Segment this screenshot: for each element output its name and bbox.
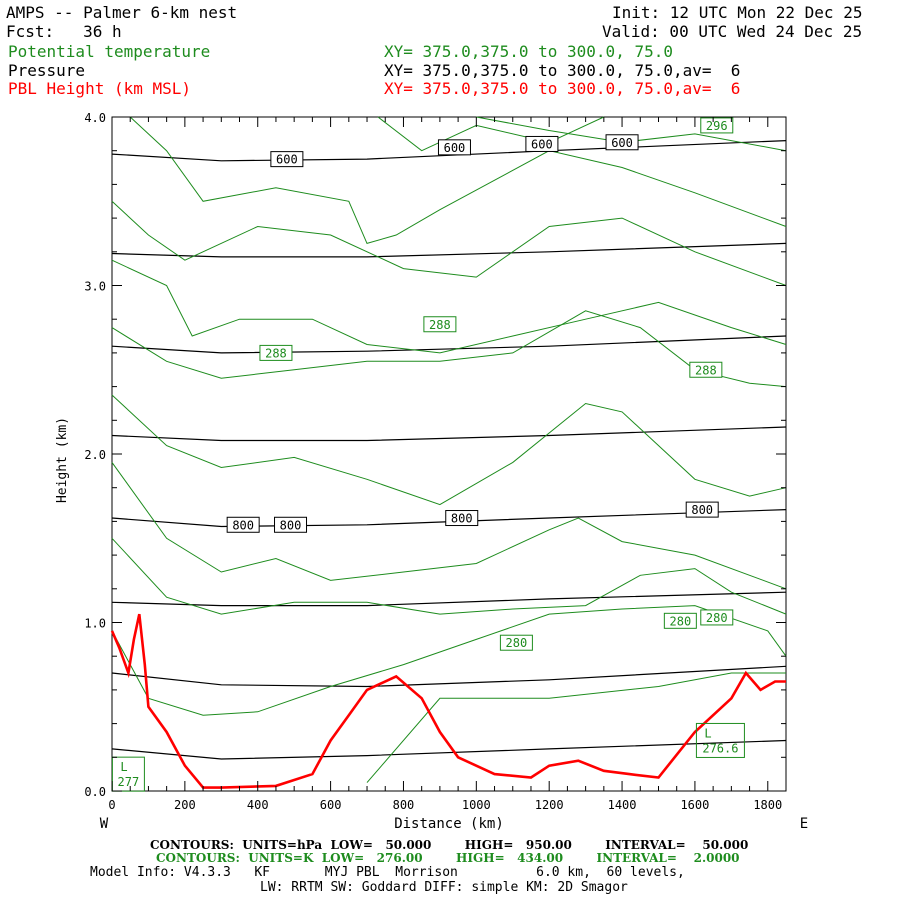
pressure-contour-2 [111, 665, 787, 688]
svg-text:280: 280 [706, 611, 728, 625]
svg-text:800: 800 [691, 503, 713, 517]
theta-contour-7 [111, 259, 787, 354]
axes: 0 200 400 600 800 1000 1200 1400 1600 1800 0.0 1.0 2… [84, 111, 786, 812]
svg-text:280: 280 [670, 614, 692, 628]
x-tick-label: 800 [393, 798, 415, 812]
svg-text:800: 800 [280, 518, 302, 532]
pbl-height-line [110, 613, 786, 789]
x-tick-label: 0 [108, 798, 115, 812]
pressure-label-3: 600 [525, 135, 559, 152]
svg-text:296: 296 [706, 119, 728, 133]
x-tick-label: 1000 [462, 798, 491, 812]
theta-contours [111, 116, 787, 783]
pressure-contour-5 [111, 426, 787, 442]
theta-contour-9 [129, 116, 787, 245]
y-tick-label: 2.0 [84, 448, 106, 462]
field3-xy: XY= 375.0,375.0 to 300.0, 75.0,av= 6 [384, 79, 741, 98]
field3-name: PBL Height (km MSL) [8, 79, 192, 98]
pressure-contour-7 [111, 242, 787, 258]
svg-text:600: 600 [531, 137, 553, 151]
model-info: Model Info: V4.3.3 KF MYJ PBL Morrison 6… [90, 865, 685, 880]
svg-text:L: L [704, 726, 711, 740]
theta-contour-3 [111, 537, 787, 615]
pressure-contour-1 [111, 739, 787, 760]
model-info-2: LW: RRTM SW: Goddard DIFF: simple KM: 2D… [260, 880, 628, 895]
svg-text:800: 800 [451, 512, 473, 526]
west-label: W [100, 816, 109, 832]
y-tick-label: 1.0 [84, 617, 106, 631]
theta-label-2: 288 [423, 316, 457, 333]
init-time: Init: 12 UTC Mon 22 Dec 25 [612, 3, 863, 22]
pressure-label-7: 800 [445, 510, 479, 527]
svg-text:288: 288 [695, 363, 717, 377]
svg-text:280: 280 [506, 636, 528, 650]
x-tick-label: 1200 [535, 798, 564, 812]
pressure-label-4: 600 [605, 134, 639, 151]
chart-title: AMPS -- Palmer 6-km nest [6, 3, 238, 22]
pressure-contours [111, 140, 787, 760]
forecast-hour: Fcst: 36 h [6, 22, 122, 41]
svg-text:288: 288 [429, 318, 451, 332]
svg-text:600: 600 [276, 153, 298, 167]
pressure-label-2: 600 [437, 139, 471, 156]
x-tick-label: 600 [320, 798, 342, 812]
plot-frame [111, 116, 787, 792]
pressure-label-1: 600 [270, 151, 304, 168]
theta-label-5: 280 [499, 634, 533, 651]
pbl-height-series [110, 613, 786, 789]
theta-label-3: 288 [259, 344, 293, 361]
x-tick-label: 400 [247, 798, 269, 812]
pressure-contour-4 [111, 509, 787, 528]
contour-labels: 600 600 600 600 800 800 800 800 296 288 288 288 280 2… [111, 117, 745, 792]
x-tick-label: 1400 [608, 798, 637, 812]
svg-text:276.6: 276.6 [702, 741, 738, 755]
theta-contour-5 [111, 394, 787, 506]
pressure-label-5: 800 [226, 516, 260, 533]
field2-xy: XY= 375.0,375.0 to 300.0, 75.0,av= 6 [384, 61, 741, 80]
theta-contour-1 [366, 672, 786, 783]
x-tick-label: 1600 [680, 798, 709, 812]
y-axis-label: Height (km) [55, 417, 70, 503]
pressure-contour-info: CONTOURS: UNITS=hPa LOW= 50.000 HIGH= 95… [150, 838, 749, 852]
x-tick-label: 1800 [753, 798, 782, 812]
svg-text:600: 600 [611, 136, 633, 150]
field1-name: Potential temperature [8, 42, 211, 61]
theta-contour-8 [111, 200, 787, 286]
pressure-contour-6 [111, 335, 787, 354]
pressure-label-6: 800 [274, 516, 308, 533]
theta-label-1: 296 [700, 117, 734, 134]
svg-text:L: L [120, 760, 127, 774]
theta-label-6: 280 [663, 612, 697, 629]
svg-text:800: 800 [232, 518, 254, 532]
field1-xy: XY= 375.0,375.0 to 300.0, 75.0 [384, 42, 673, 61]
field2-name: Pressure [8, 61, 86, 80]
y-tick-label: 0.0 [84, 785, 106, 799]
theta-contour-4 [111, 462, 787, 590]
theta-label-4: 288 [689, 361, 723, 378]
east-label: E [800, 816, 808, 832]
pressure-label-8: 800 [685, 501, 719, 518]
theta-label-7: 280 [700, 609, 734, 626]
pressure-contour-3 [111, 591, 787, 607]
x-tick-label: 200 [174, 798, 196, 812]
y-tick-label: 4.0 [84, 111, 106, 125]
y-tick-label: 3.0 [84, 280, 106, 294]
svg-text:288: 288 [265, 346, 287, 360]
theta-contour-info: CONTOURS: UNITS=K LOW= 276.00 HIGH= 434.… [156, 851, 740, 865]
svg-text:277: 277 [118, 775, 140, 789]
valid-time: Valid: 00 UTC Wed 24 Dec 25 [602, 22, 863, 41]
x-axis-label: Distance (km) [394, 816, 504, 832]
svg-text:600: 600 [444, 141, 466, 155]
